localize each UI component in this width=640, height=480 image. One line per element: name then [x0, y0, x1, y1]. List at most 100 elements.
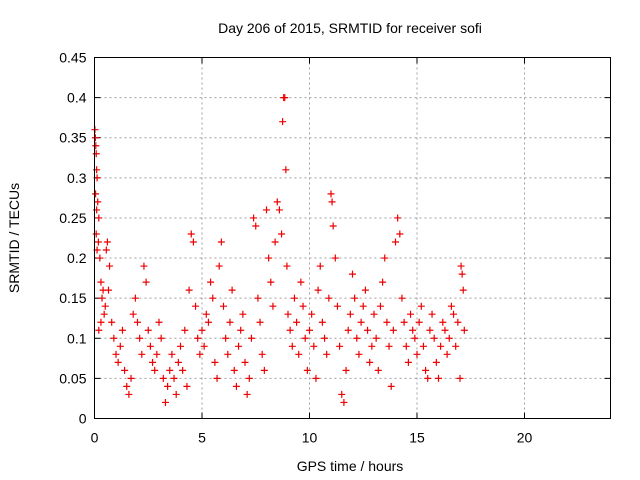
data-point [424, 374, 432, 382]
data-point [314, 286, 322, 294]
data-point [318, 318, 326, 326]
data-point [183, 382, 191, 390]
data-point [181, 326, 189, 334]
data-point [400, 318, 408, 326]
data-point [146, 342, 154, 350]
data-point [204, 318, 212, 326]
data-point [172, 390, 180, 398]
data-point [432, 358, 440, 366]
data-point [189, 238, 197, 246]
data-point [273, 198, 281, 206]
x-tick-label: 15 [409, 430, 425, 446]
data-point [209, 294, 217, 302]
data-point [174, 358, 182, 366]
data-point [417, 302, 425, 310]
data-point [159, 374, 167, 382]
data-point [215, 262, 223, 270]
data-point [357, 318, 365, 326]
data-point [283, 262, 291, 270]
data-point [177, 342, 184, 350]
data-point [290, 294, 298, 302]
data-point [325, 294, 333, 302]
data-point [381, 254, 389, 262]
data-point [456, 374, 464, 382]
data-point [338, 390, 346, 398]
data-point [402, 342, 410, 350]
data-point [95, 214, 103, 222]
data-point [95, 326, 103, 334]
data-point [118, 326, 126, 334]
data-point [194, 334, 202, 342]
data-point [331, 254, 339, 262]
data-point [394, 214, 402, 222]
data-point [458, 270, 466, 278]
data-point [245, 374, 253, 382]
data-point [254, 294, 262, 302]
y-tick-label: 0.45 [59, 50, 86, 66]
data-point [97, 278, 105, 286]
data-point [359, 302, 367, 310]
data-point [131, 294, 139, 302]
data-point [415, 318, 423, 326]
data-point [98, 294, 106, 302]
data-point [316, 262, 324, 270]
axis-ticks: 0 0.05 0.1 0.15 0.2 0.25 0.3 0.35 0.4 0.45 0 5 10 15 2… [59, 50, 611, 446]
data-point [447, 302, 455, 310]
data-point [247, 334, 255, 342]
data-point [185, 286, 193, 294]
data-point [413, 350, 421, 358]
data-point [202, 310, 210, 318]
data-point [301, 334, 309, 342]
data-point [125, 390, 133, 398]
data-point [211, 358, 219, 366]
data-point [110, 334, 118, 342]
data-point [116, 342, 124, 350]
data-point [250, 214, 258, 222]
data-point [439, 318, 447, 326]
data-point [426, 326, 434, 334]
data-point [445, 334, 453, 342]
data-point [187, 230, 195, 238]
data-point [179, 366, 187, 374]
data-point [404, 358, 412, 366]
data-point [336, 342, 344, 350]
data-point [164, 382, 172, 390]
data-point [299, 302, 307, 310]
data-point [121, 366, 129, 374]
data-point [370, 310, 378, 318]
data-point [92, 142, 100, 150]
data-point [220, 302, 227, 310]
data-point [396, 230, 404, 238]
data-point [303, 366, 311, 374]
data-point [368, 342, 376, 350]
data-point [372, 334, 380, 342]
data-point [161, 398, 169, 406]
data-point [398, 294, 406, 302]
y-tick-label: 0.05 [59, 370, 86, 386]
data-point [297, 278, 305, 286]
data-point [243, 390, 251, 398]
data-point [170, 374, 178, 382]
data-point [92, 190, 100, 198]
data-point [168, 350, 176, 358]
data-point [129, 310, 137, 318]
data-point [207, 278, 215, 286]
data-point [460, 326, 468, 334]
data-point [437, 342, 445, 350]
data-point [153, 350, 161, 358]
y-tick-label: 0.35 [59, 130, 86, 146]
data-point [100, 310, 108, 318]
data-point [138, 350, 146, 358]
y-tick-label: 0.3 [67, 170, 87, 186]
data-point [430, 334, 438, 342]
data-point [284, 310, 292, 318]
data-point [102, 246, 110, 254]
data-point [222, 334, 230, 342]
data-point [342, 366, 350, 374]
data-point [308, 310, 316, 318]
data-point [103, 238, 111, 246]
y-tick-label: 0.1 [67, 330, 87, 346]
data-point [230, 366, 238, 374]
data-point [340, 398, 348, 406]
